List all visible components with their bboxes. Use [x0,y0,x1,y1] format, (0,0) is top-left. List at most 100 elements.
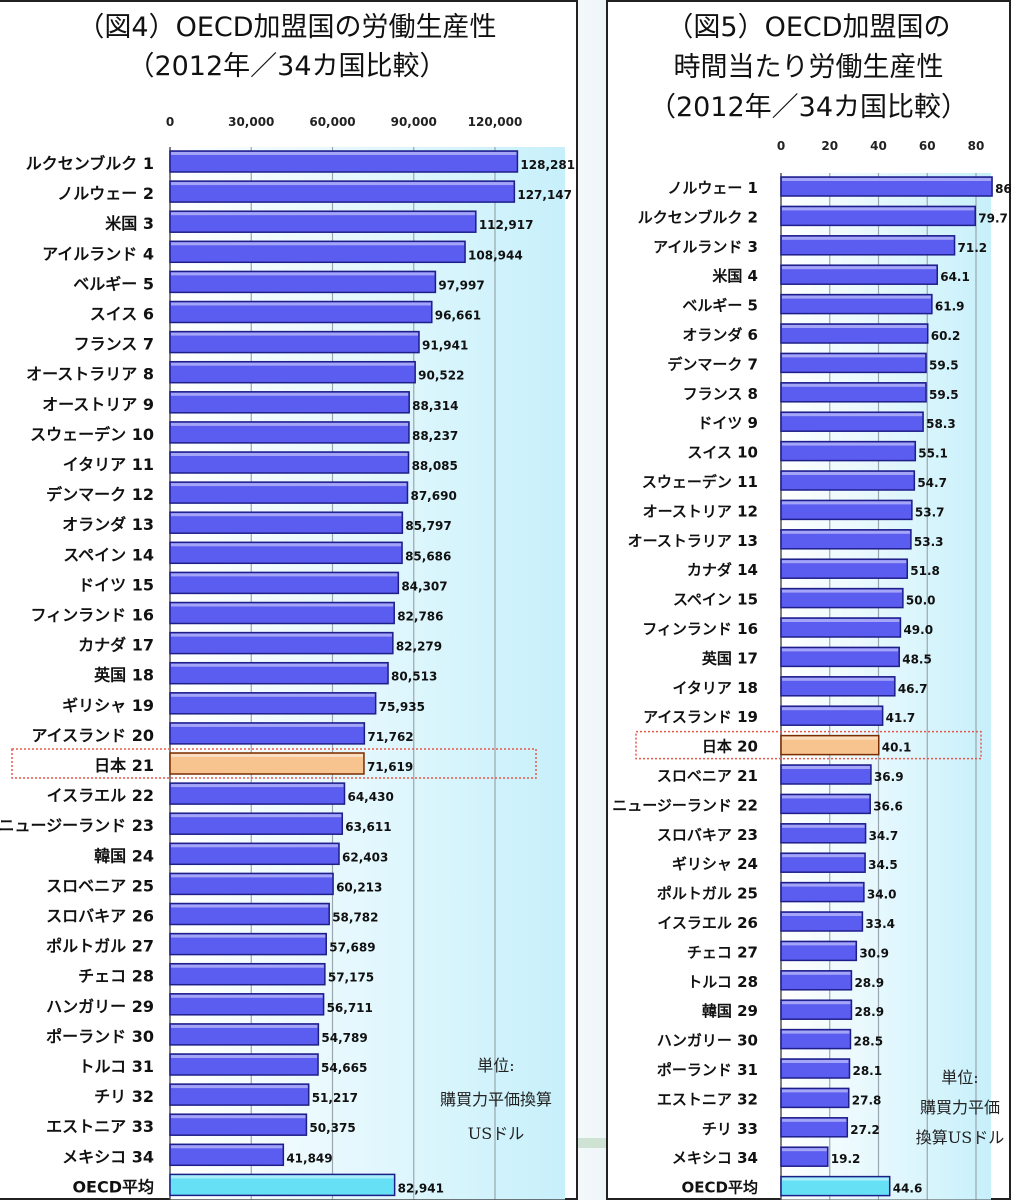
x-tick-label: 40 [870,139,887,153]
bar [780,440,917,462]
x-tick-label: 0 [777,139,785,153]
bar-sheen [782,295,931,299]
bar-sheen [782,766,870,769]
value-label: 55.1 [918,447,948,461]
bar [780,705,884,726]
bar [780,235,956,256]
category-label: イスラエル 22 [47,786,154,805]
bar [780,264,938,285]
category-label: ベルギー 5 [73,274,154,293]
bar-sheen [171,362,415,366]
bar-sheen [171,1175,394,1179]
bar [169,872,334,896]
bar-sheen [171,1115,306,1119]
bar-sheen [171,633,392,637]
value-label: 46.7 [898,682,928,696]
value-label: 82,279 [396,640,442,654]
category-label: ポルトガル 27 [46,937,154,956]
bar [169,722,366,745]
value-label: 108,944 [468,248,523,262]
bar [169,210,477,233]
category-label: ギリシャ 19 [62,696,154,715]
category-label: スウェーデン 11 [642,473,758,491]
category-label: チェコ 28 [78,967,154,986]
bar-sheen [782,207,975,211]
value-label: 128,281 [520,158,575,172]
bar-sheen [782,1060,849,1063]
panel-gap [578,0,606,1200]
category-label: OECD平均 [72,1177,154,1196]
unit-note-line-1: 単位: [477,1056,515,1075]
chart-title-line-3: （2012年／34カ国比較） [648,92,969,123]
value-label: 28.9 [854,976,884,990]
bar-sheen [782,1030,850,1034]
bar-sheen [171,332,419,336]
bar-sheen [782,178,992,181]
category-label: スイス 6 [90,305,154,324]
bar-sheen [782,619,900,622]
x-tick-label: 90,000 [391,115,437,129]
chart-title-line-2: （2012年／34カ国比較） [127,51,447,82]
value-label: 90,522 [418,369,464,383]
bar-sheen [171,212,475,216]
bar-sheen [171,272,435,276]
category-label: エストニア 33 [46,1117,154,1136]
bar [780,676,896,697]
category-label: イスラエル 26 [657,914,758,932]
bar [169,812,344,835]
bar-chart-hourly-productivity: 0 20 40 60 80 ノルウェー 1 86.6 ルクセンブルク 2 79.7 アイルランド … [612,139,1011,1200]
unit-note-line-1: 単位: [941,1068,979,1087]
value-label: 50.0 [906,594,936,608]
category-label: 日本 20 [702,738,758,756]
bar [780,1117,849,1138]
bar [169,1083,310,1106]
category-label: スウェーデン 10 [30,425,154,444]
category-label: スペイン 15 [673,591,758,609]
value-label: 34.7 [869,829,899,843]
category-label: オーストリア 9 [42,395,154,414]
bar [169,360,416,384]
category-label: アイスランド 20 [31,726,154,745]
value-label: 28.1 [852,1064,882,1078]
category-label: カナダ 17 [78,636,154,655]
bar-highlight [780,734,880,756]
x-tick-label: 20 [821,139,838,153]
bar [780,293,933,315]
bar-sheen [171,573,398,577]
bar-sheen [782,530,910,534]
bar [780,1058,851,1079]
bar [780,587,904,609]
bar [169,270,437,294]
category-label: スイス 10 [687,444,758,462]
value-label: 28.9 [854,1005,884,1019]
bar-sheen [171,693,375,697]
category-label: スペイン 14 [63,545,154,564]
bar-sheen [171,513,402,517]
bar-average [169,1173,396,1197]
bar-sheen [782,354,926,358]
bar-sheen [782,589,902,593]
category-label: ルクセンブルク 1 [26,154,154,173]
category-label: ルクセンブルク 2 [638,208,758,226]
bar-sheen [171,1055,318,1058]
category-label: オーストラリア 13 [628,532,758,550]
value-label: 59.5 [929,358,959,372]
bar-sheen [782,971,851,975]
bar-sheen [782,325,927,328]
bar [780,411,924,432]
value-label: 75,935 [379,700,425,714]
category-label: ハンガリー 29 [46,997,154,1016]
value-label: 60.2 [931,329,961,343]
category-label: 米国 4 [712,267,758,285]
value-label: 79.7 [978,211,1008,225]
category-label: カナダ 14 [687,561,758,579]
gap-stripe [578,1138,606,1148]
bar-sheen [782,1001,851,1005]
category-label: ニュージーランド 22 [612,796,758,814]
value-label: 86.6 [995,182,1011,196]
value-label: 97,997 [438,278,484,292]
bar [780,793,871,815]
bar-sheen [782,648,899,652]
bar [780,1146,829,1167]
x-tick-label: 80 [968,139,985,153]
